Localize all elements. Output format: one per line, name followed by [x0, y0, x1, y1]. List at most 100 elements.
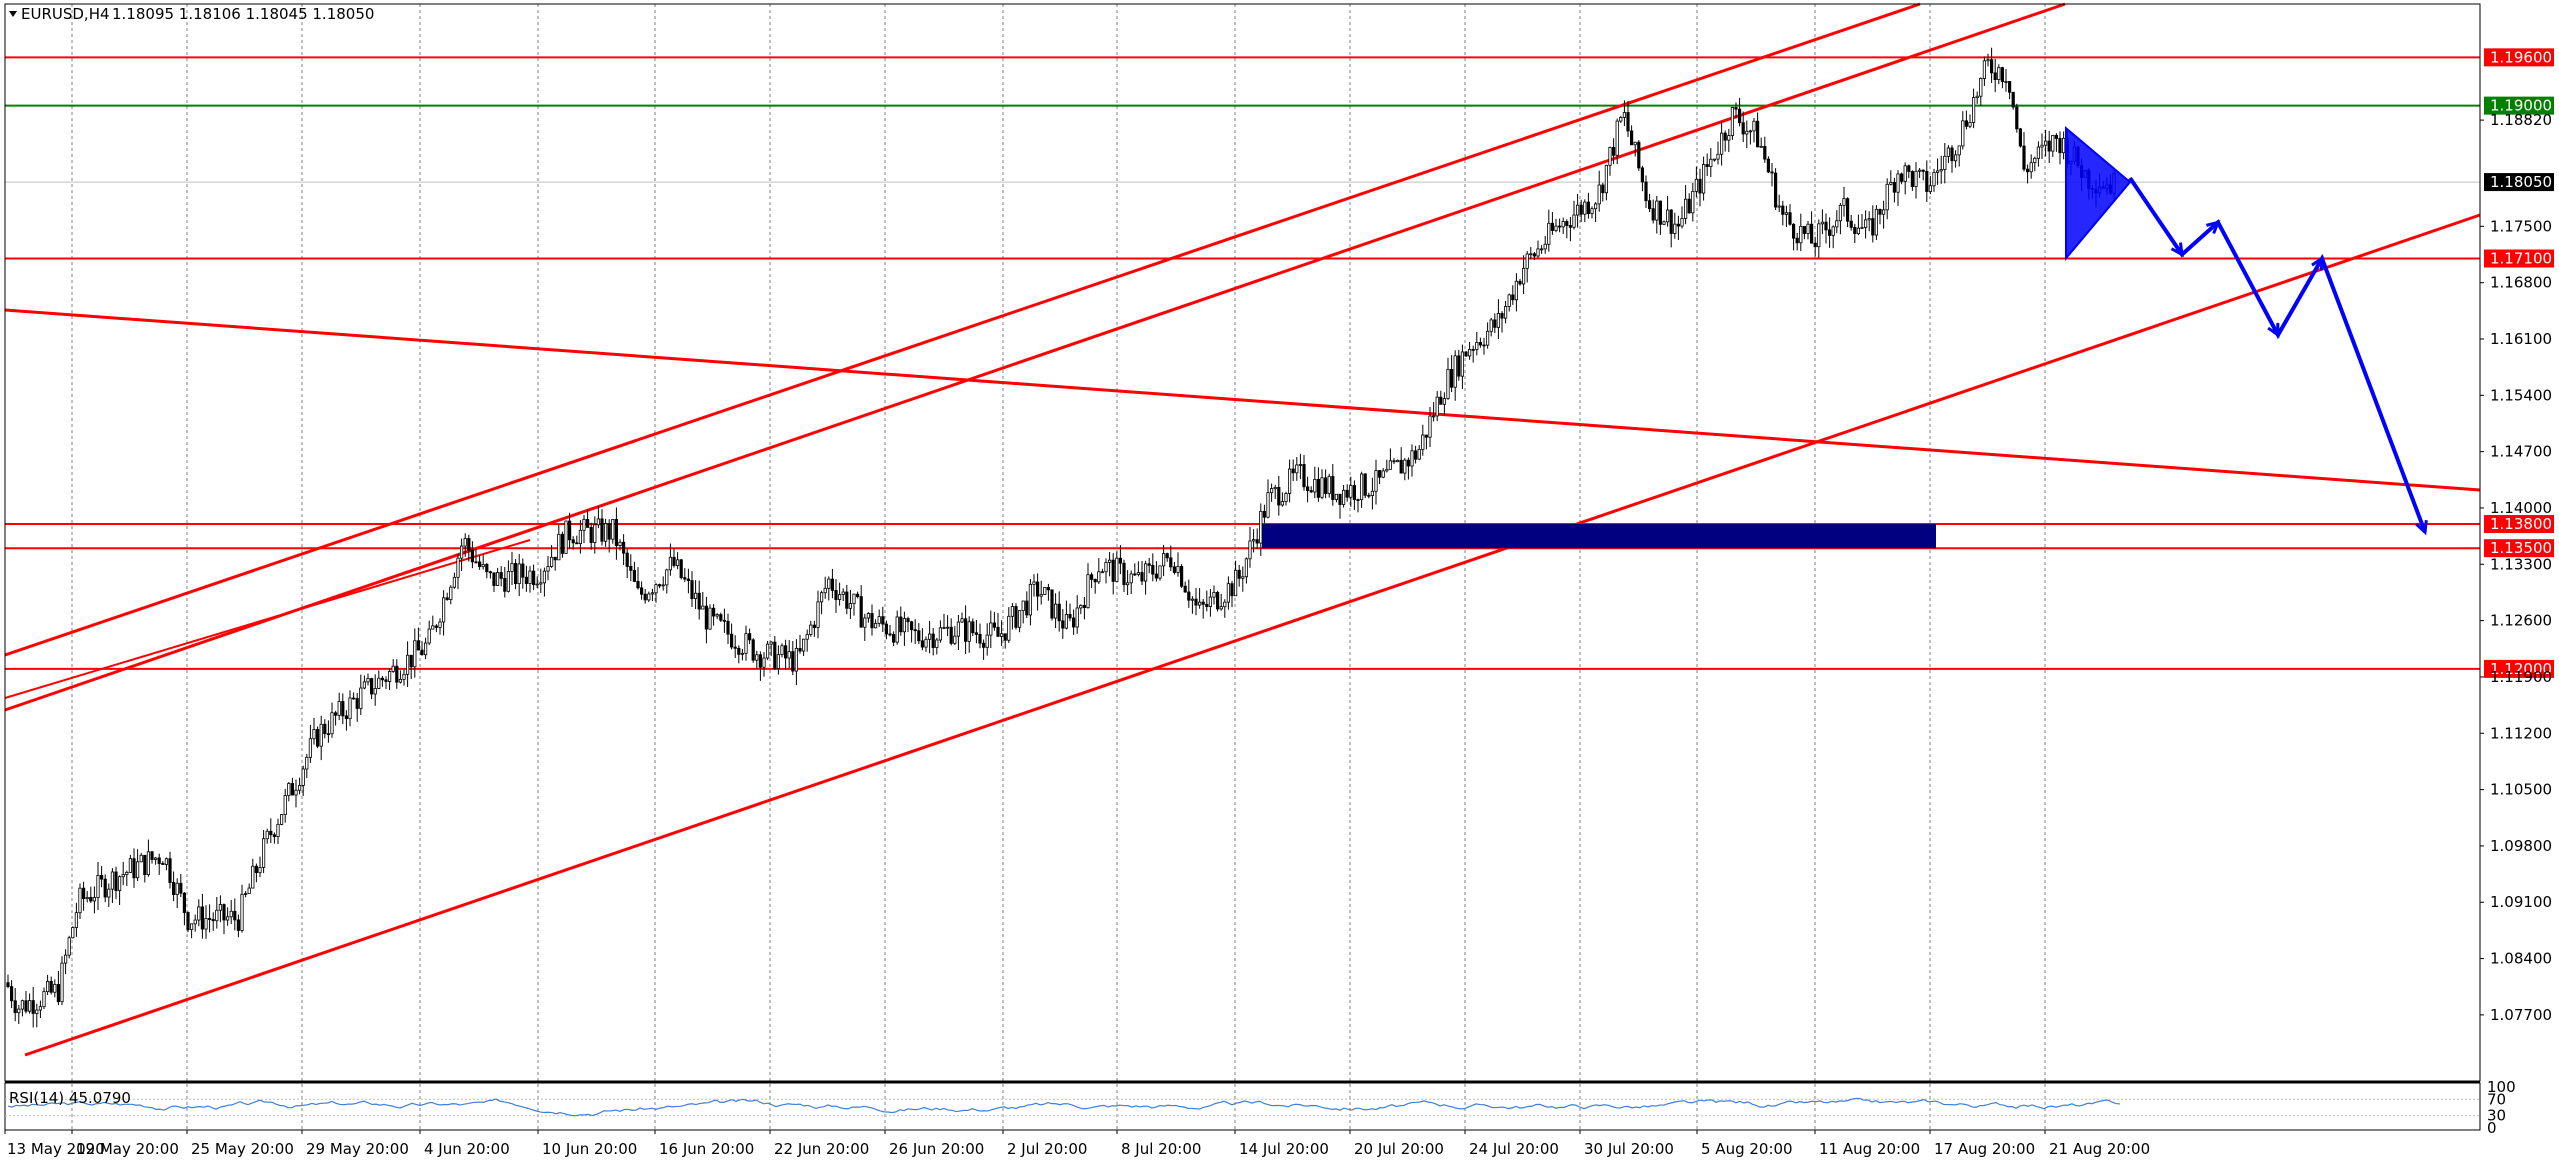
trend-line[interactable] — [4, 308, 2481, 492]
candle-body — [272, 834, 277, 837]
candle-body — [233, 910, 237, 921]
candle-body — [1392, 460, 1396, 463]
date-tick-label: 5 Aug 20:00 — [1701, 1140, 1793, 1158]
forecast-line[interactable] — [2128, 176, 2427, 533]
trend-lines[interactable] — [4, 2, 2481, 1057]
zone-rect[interactable] — [1262, 524, 1936, 549]
candle-body — [1331, 476, 1335, 500]
price-tag[interactable] — [2484, 659, 2554, 678]
candle-body — [1792, 223, 1796, 239]
candle-body — [74, 912, 78, 928]
candle-body — [60, 962, 64, 1003]
candle-body — [1446, 369, 1450, 399]
candle-body — [931, 633, 935, 648]
candle-body — [812, 624, 817, 628]
candle-body — [1172, 566, 1176, 573]
trend-line-inner[interactable] — [4, 539, 531, 699]
candle-body — [1964, 120, 1968, 127]
price-tag[interactable] — [2484, 96, 2554, 115]
candle-body — [71, 927, 75, 939]
chart-frame — [4, 3, 2481, 1131]
candle-body — [1439, 396, 1443, 405]
price-tick-label: 1.10500 — [2490, 781, 2552, 799]
candle-body — [791, 651, 795, 672]
candle-body — [1651, 208, 1655, 221]
candle-body — [211, 919, 215, 922]
candle-body — [910, 621, 914, 631]
candle-body — [1986, 59, 1990, 62]
candle-body — [38, 1006, 43, 1011]
candle-body — [589, 527, 593, 543]
candle-body — [1550, 222, 1554, 231]
date-tick-label: 4 Jun 20:00 — [424, 1140, 510, 1158]
candle-body — [222, 904, 226, 921]
price-tag[interactable] — [2484, 249, 2554, 268]
candle-body — [53, 984, 57, 993]
rsi-axis-label: 0 — [2487, 1119, 2497, 1137]
candle-body — [1306, 486, 1310, 491]
candle-body — [2015, 106, 2019, 130]
candle-body — [960, 618, 964, 623]
candle-body — [1356, 499, 1360, 501]
trend-line[interactable] — [4, 2, 1921, 657]
candle-body — [1302, 464, 1306, 488]
candle-body — [1003, 633, 1007, 641]
price-tag[interactable] — [2484, 515, 2554, 534]
candle-body — [1730, 107, 1734, 136]
candle-body — [1435, 396, 1439, 417]
candle-body — [917, 630, 921, 642]
pennant-triangle[interactable] — [2065, 126, 2132, 262]
candle-body — [207, 917, 212, 920]
candle-body — [1669, 209, 1673, 234]
candle-body — [974, 632, 979, 635]
supply-zone[interactable] — [1262, 524, 1936, 549]
date-tick-label: 11 Aug 20:00 — [1819, 1140, 1920, 1158]
candle-body — [1615, 120, 1619, 156]
candle-body — [1777, 205, 1781, 208]
candle-body — [481, 564, 485, 568]
candle-body — [834, 590, 838, 600]
candle-body — [416, 640, 421, 651]
candle-body — [539, 582, 543, 585]
forecast-path[interactable] — [2065, 126, 2428, 536]
candle-body — [827, 578, 831, 589]
price-tag[interactable] — [2484, 173, 2554, 192]
candle-body — [996, 626, 1000, 637]
candle-body — [243, 893, 248, 895]
candle-body — [348, 697, 352, 720]
price-tick-label: 1.12600 — [2490, 612, 2552, 630]
candle-body — [64, 954, 68, 964]
candle-body — [164, 858, 168, 865]
candle-body — [1734, 107, 1738, 110]
candle-body — [780, 645, 784, 656]
candle-body — [1424, 434, 1428, 438]
date-tick-label: 24 Jul 20:00 — [1469, 1140, 1559, 1158]
candle-body — [1900, 173, 1904, 182]
candle-body — [1691, 190, 1695, 214]
candle-body — [1612, 146, 1616, 156]
trend-line[interactable] — [24, 213, 2481, 1057]
candle-body — [809, 624, 813, 635]
candle-body — [1781, 205, 1785, 215]
candle-body — [139, 854, 143, 863]
candle-body — [1050, 589, 1054, 619]
candle-body — [1993, 72, 1997, 81]
price-tick-label: 1.16800 — [2490, 274, 2552, 292]
date-tick-label: 17 Aug 20:00 — [1934, 1140, 2035, 1158]
candle-body — [892, 634, 896, 643]
candle-body — [877, 616, 881, 624]
price-tag[interactable] — [2484, 48, 2554, 67]
price-tag[interactable] — [2484, 539, 2554, 558]
candle-body — [78, 887, 82, 914]
candle-body — [553, 556, 557, 561]
dropdown-arrow-icon[interactable] — [9, 11, 17, 17]
candle-body — [1111, 559, 1115, 582]
candle-body — [866, 613, 871, 619]
rsi-axis-label: 100 — [2487, 1078, 2516, 1096]
date-tick-label: 29 May 20:00 — [306, 1140, 409, 1158]
